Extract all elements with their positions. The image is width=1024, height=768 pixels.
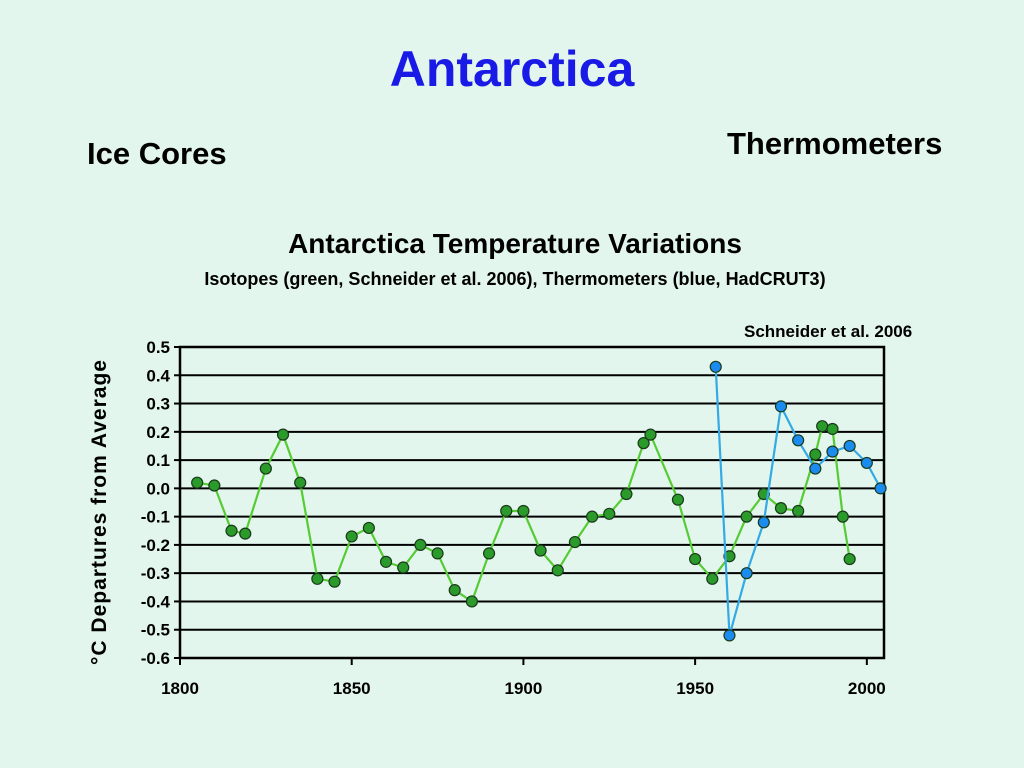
data-point [809,448,822,461]
data-point [843,552,856,566]
data-point [816,420,829,433]
data-point [774,400,788,413]
data-point [706,572,719,585]
data-point [826,422,839,436]
ice-cores-label: Ice Cores [87,136,227,171]
data-point [276,428,290,441]
y-tick-labels: 0.5 0.4 0.3 0.2 0.1 0.0 -0.1 -0.2 -0.3 -0.4 -0.5 -0… [141,338,180,668]
data-point [709,360,722,373]
data-point [397,561,410,574]
data-point [620,487,633,501]
data-point [431,547,444,560]
data-point [379,555,393,568]
data-point [860,456,873,470]
data-point [551,564,564,577]
data-point [362,521,375,535]
data-point [826,445,839,458]
data-point [874,482,887,495]
chart-title: Antarctica Temperature Variations [288,228,742,259]
y-tick-label: -0.1 [141,508,170,527]
data-point [328,575,341,588]
data-point [517,504,530,518]
grid-layer [180,346,884,659]
data-point [740,510,753,523]
data-point [345,530,358,543]
data-point [448,584,461,597]
y-axis-label: °C Departures from Average [88,359,111,665]
y-tick-label: 0.1 [146,451,170,470]
isotope-series [191,420,856,608]
x-tick-label: 1800 [161,679,199,698]
data-point [465,595,479,608]
y-tick-label: 0.4 [146,366,170,385]
x-tick-label: 1850 [333,679,371,698]
slide-title: Antarctica [389,41,635,97]
chart-subtitle: Isotopes (green, Schneider et al. 2006),… [204,269,826,289]
data-point [414,538,427,552]
x-tick-label: 1900 [505,679,543,698]
y-tick-label: -0.4 [141,592,171,611]
data-point [809,462,822,475]
data-point [500,504,513,518]
y-tick-label: -0.3 [141,564,170,583]
data-point [191,476,204,489]
data-point [259,462,272,475]
chart-source: Schneider et al. 2006 [744,322,913,341]
y-tick-label: -0.5 [141,621,170,640]
y-tick-label: -0.6 [141,649,170,668]
data-point [311,572,324,585]
data-point [836,510,849,523]
data-point [740,567,753,580]
data-point [294,476,307,489]
data-point [208,479,221,492]
y-tick-label: 0.0 [146,479,170,498]
data-point [225,524,238,537]
data-point [568,535,582,549]
data-point [671,493,685,506]
thermometers-label: Thermometers [727,126,943,161]
data-point [239,527,252,540]
data-point [774,502,788,515]
data-point [792,504,805,518]
series-line [714,366,882,636]
plot-frame [178,345,886,660]
thermometer-series [709,360,887,642]
data-point [603,507,616,520]
data-point [482,547,496,560]
series-layer [191,360,887,642]
data-point [689,552,702,566]
data-point [723,550,736,563]
data-point [757,516,770,529]
y-tick-label: 0.2 [146,423,170,442]
x-tick-label: 1950 [676,679,714,698]
data-point [644,428,657,441]
data-point [585,510,599,523]
data-point [637,437,650,450]
data-point [843,439,856,453]
y-tick-label: -0.2 [141,536,170,555]
y-tick-label: 0.5 [146,338,170,357]
y-tick-label: 0.3 [146,395,170,414]
x-tick-label: 2000 [848,679,886,698]
x-tick-labels: 1800 1850 1900 1950 2000 [161,658,886,698]
data-point [792,434,805,447]
data-point [534,544,547,557]
data-point [723,629,736,642]
